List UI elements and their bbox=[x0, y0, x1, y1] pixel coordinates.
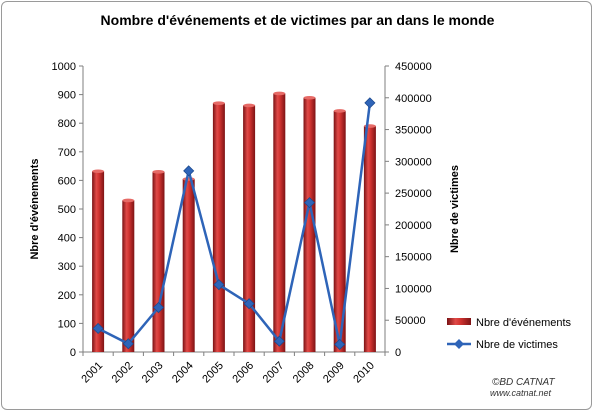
point-victimes bbox=[92, 322, 104, 335]
y-left-tick-label: 300 bbox=[58, 261, 76, 273]
point-victimes bbox=[334, 338, 346, 350]
credit-line-1: ©BD CATNAT bbox=[492, 377, 555, 388]
x-tick-label: 2001 bbox=[79, 360, 105, 386]
bar-top bbox=[212, 101, 225, 105]
y-right-tick-label: 100000 bbox=[395, 283, 432, 295]
point-victimes bbox=[303, 197, 316, 209]
bar-evenements bbox=[92, 171, 105, 352]
point-victimes bbox=[273, 335, 285, 347]
y-right-tick-label: 200000 bbox=[395, 220, 432, 232]
y-right-tick-label: 400000 bbox=[395, 93, 432, 105]
y-left-tick-label: 800 bbox=[58, 118, 76, 130]
point-victimes bbox=[243, 298, 255, 310]
y-right-tick-label: 150000 bbox=[395, 252, 432, 264]
bar-top bbox=[273, 91, 286, 96]
line-victimes bbox=[97, 102, 372, 346]
y-left-tick-label: 500 bbox=[58, 204, 76, 216]
y-right-tick-label: 250000 bbox=[395, 188, 432, 200]
bar-evenements bbox=[122, 200, 135, 352]
x-tick-label: 2009 bbox=[321, 360, 347, 386]
y-axis-left-title: Nbre d'événements bbox=[29, 158, 41, 259]
legend-swatch-evenements bbox=[447, 318, 471, 325]
bar-evenements bbox=[273, 93, 286, 353]
x-tick-label: 2008 bbox=[291, 360, 317, 386]
y-right-tick-label: 300000 bbox=[395, 156, 432, 168]
point-victimes bbox=[152, 301, 165, 314]
legend-label-victimes: Nbre de victimes bbox=[476, 339, 558, 351]
legend-marker-victimes bbox=[454, 339, 464, 349]
x-tick-label: 2004 bbox=[170, 360, 196, 386]
x-tick-label: 2010 bbox=[351, 360, 377, 386]
x-tick-label: 2005 bbox=[200, 360, 226, 386]
x-tick-label: 2006 bbox=[230, 360, 256, 386]
bar-evenements bbox=[243, 105, 256, 352]
point-victimes bbox=[213, 279, 225, 291]
y-right-tick-label: 0 bbox=[395, 347, 401, 359]
chart-title: Nombre d'événements et de victimes par a… bbox=[100, 12, 495, 28]
bar-top bbox=[182, 177, 195, 181]
y-left-tick-label: 900 bbox=[58, 90, 76, 102]
y-left-tick-label: 400 bbox=[58, 233, 76, 245]
bar-top bbox=[303, 95, 316, 100]
bar-top bbox=[122, 198, 135, 203]
bar-evenements bbox=[333, 110, 346, 352]
y-left-tick-label: 0 bbox=[70, 347, 76, 359]
y-left-tick-label: 100 bbox=[58, 318, 76, 330]
y-right-tick-label: 350000 bbox=[395, 125, 432, 137]
bar-evenements bbox=[363, 126, 376, 352]
point-victimes bbox=[122, 338, 134, 350]
credit-line-2: www.catnat.net bbox=[490, 388, 552, 398]
bar-evenements bbox=[182, 178, 195, 352]
bar-top bbox=[243, 103, 256, 108]
point-victimes bbox=[364, 97, 376, 109]
y-right-tick-label: 450000 bbox=[395, 61, 432, 73]
y-left-tick-label: 200 bbox=[58, 290, 76, 302]
bar-evenements bbox=[303, 97, 316, 352]
y-axis-right-title: Nbre de victimes bbox=[449, 165, 461, 253]
bar-top bbox=[92, 169, 105, 174]
x-tick-label: 2002 bbox=[110, 360, 136, 386]
y-left-tick-label: 600 bbox=[58, 175, 76, 187]
bar-evenements bbox=[152, 171, 165, 352]
y-right-tick-label: 50000 bbox=[395, 315, 426, 327]
y-left-tick-label: 700 bbox=[58, 147, 76, 159]
bar-top bbox=[333, 109, 346, 113]
y-left-tick-label: 1000 bbox=[52, 61, 76, 73]
legend-label-evenements: Nbre d'événements bbox=[476, 317, 572, 329]
bar-evenements bbox=[212, 103, 225, 353]
x-tick-label: 2003 bbox=[140, 360, 166, 386]
bar-top bbox=[152, 170, 165, 174]
point-victimes bbox=[183, 165, 195, 177]
x-tick-label: 2007 bbox=[261, 360, 287, 386]
